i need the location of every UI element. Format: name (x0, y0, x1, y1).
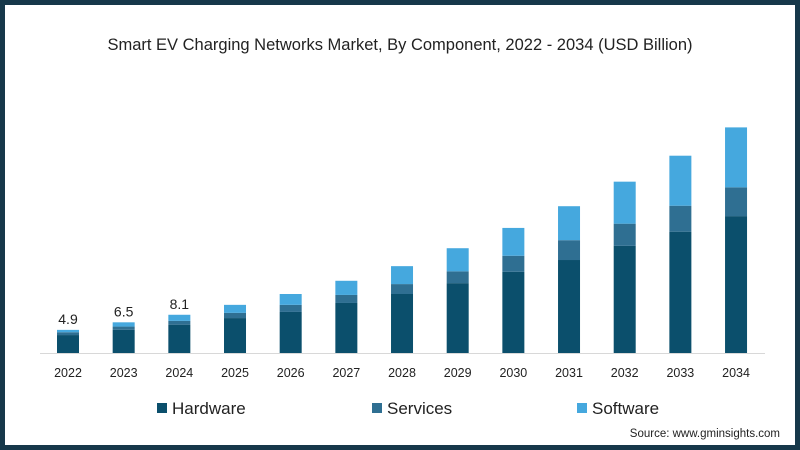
legend-label-hardware: Hardware (172, 399, 246, 418)
bar-software-2033 (669, 155, 692, 206)
bar-services-2030 (502, 255, 525, 272)
x-tick-label: 2023 (110, 366, 138, 380)
legend-swatch-services (372, 403, 382, 413)
bar-hardware-2027 (335, 302, 358, 353)
bar-hardware-2034 (725, 216, 748, 353)
bar-services-2034 (725, 187, 748, 217)
bar-software-2029 (446, 248, 469, 272)
data-label: 4.9 (58, 311, 78, 327)
x-tick-label: 2027 (332, 366, 360, 380)
bar-software-2023 (112, 322, 135, 327)
x-tick-label: 2030 (499, 366, 527, 380)
x-tick-label: 2034 (722, 366, 750, 380)
bar-hardware-2030 (502, 271, 525, 353)
bar-hardware-2022 (57, 335, 79, 353)
bar-software-2032 (613, 181, 636, 224)
chart-title: Smart EV Charging Networks Market, By Co… (107, 36, 692, 54)
data-label: 8.1 (170, 296, 190, 312)
x-tick-label: 2026 (277, 366, 305, 380)
legend-label-services: Services (387, 399, 452, 418)
bar-services-2033 (669, 205, 692, 232)
bar-software-2026 (279, 294, 302, 305)
bar-software-2031 (558, 206, 581, 241)
legend-label-software: Software (592, 399, 659, 418)
bar-services-2028 (391, 284, 414, 294)
bar-services-2023 (112, 326, 135, 330)
bar-hardware-2033 (669, 231, 692, 353)
bar-hardware-2032 (613, 245, 636, 353)
legend-swatch-hardware (157, 403, 167, 413)
x-tick-label: 2025 (221, 366, 249, 380)
data-label: 6.5 (114, 303, 134, 319)
bar-hardware-2025 (224, 318, 247, 353)
bar-software-2025 (224, 304, 247, 313)
bar-services-2029 (446, 271, 469, 284)
bar-hardware-2023 (112, 329, 135, 353)
bar-software-2030 (502, 227, 525, 256)
bar-software-2022 (57, 329, 79, 333)
legend-swatch-software (577, 403, 587, 413)
bar-hardware-2029 (446, 283, 469, 353)
bar-services-2027 (335, 294, 358, 303)
bar-services-2025 (224, 312, 247, 319)
x-tick-label: 2032 (611, 366, 639, 380)
bar-software-2028 (391, 266, 414, 285)
bar-hardware-2026 (279, 311, 302, 353)
bar-software-2034 (725, 127, 748, 188)
bar-software-2027 (335, 280, 358, 295)
x-tick-label: 2031 (555, 366, 583, 380)
bar-software-2024 (168, 314, 191, 321)
bar-services-2032 (613, 223, 636, 246)
bar-services-2022 (57, 332, 79, 336)
bar-hardware-2031 (558, 260, 581, 353)
x-tick-label: 2022 (54, 366, 82, 380)
bar-hardware-2024 (168, 324, 191, 353)
x-tick-label: 2033 (666, 366, 694, 380)
x-tick-label: 2028 (388, 366, 416, 380)
bar-services-2026 (279, 304, 302, 312)
bar-services-2024 (168, 320, 191, 325)
x-tick-label: 2024 (165, 366, 193, 380)
bar-services-2031 (558, 240, 581, 261)
source-note: Source: www.gminsights.com (630, 428, 780, 440)
bar-hardware-2028 (391, 294, 414, 353)
x-tick-label: 2029 (444, 366, 472, 380)
